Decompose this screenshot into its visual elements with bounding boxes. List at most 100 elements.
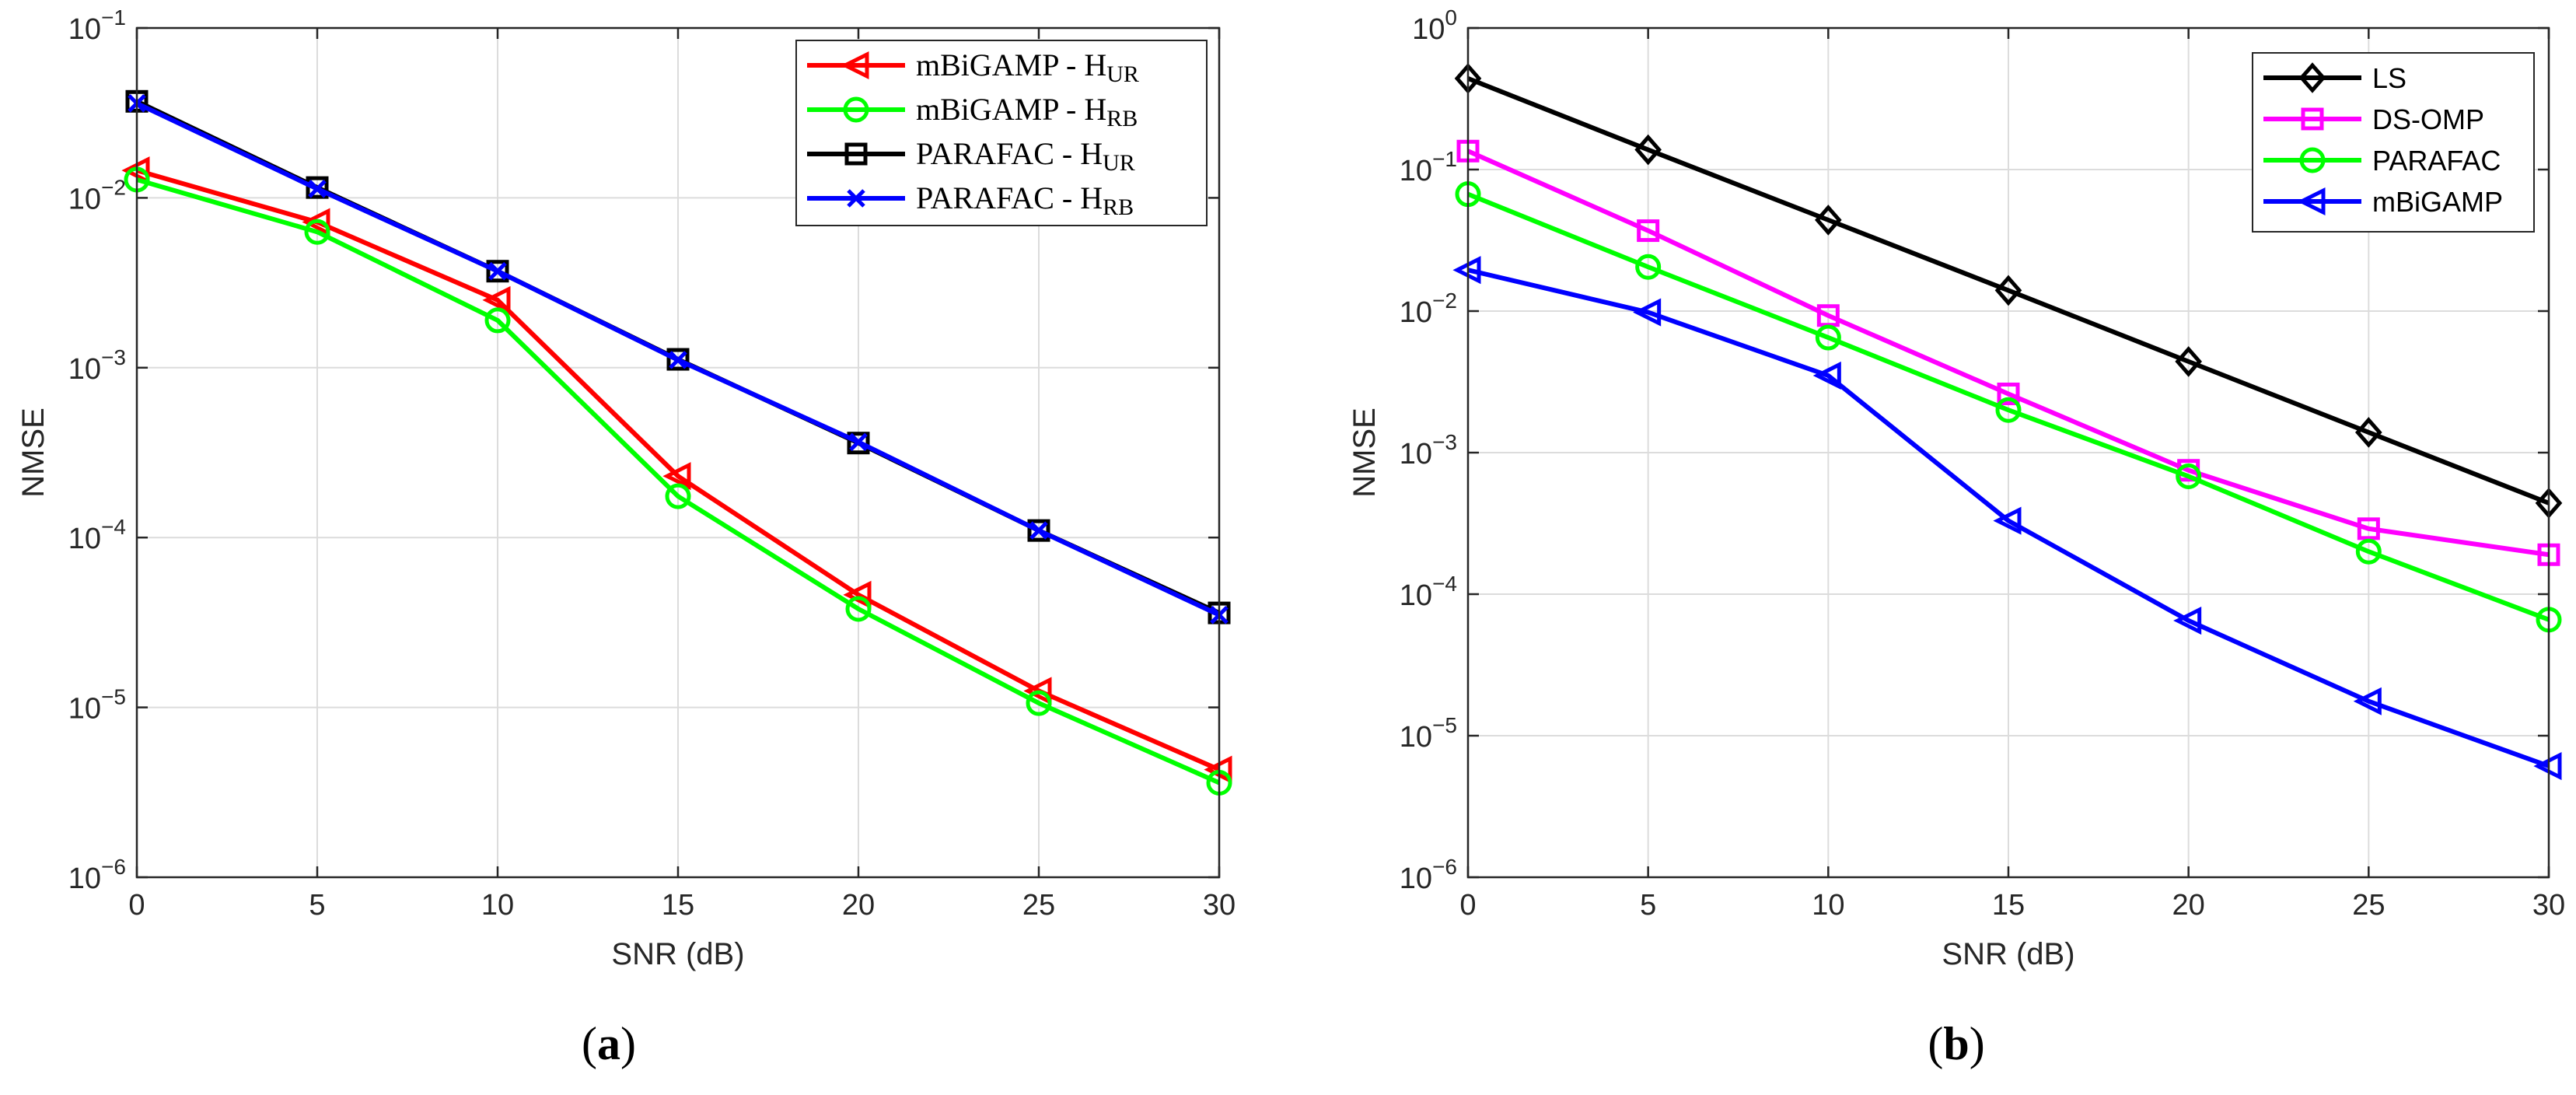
data-point [1993,506,2022,535]
x-tick-label: 15 [662,889,694,922]
data-point [2176,463,2202,489]
legend-entry: PARAFAC - HRB [916,180,1134,220]
legend-entry: PARAFAC [2372,145,2501,177]
legend-entry: mBiGAMP - HUR [916,47,1139,87]
data-point [2355,538,2382,565]
caption-a-open: ( [582,1018,597,1069]
y-tick-label: 10−5 [68,685,126,726]
legend-entry: mBiGAMP - HRB [916,92,1138,131]
caption-b-open: ( [1928,1018,1943,1069]
y-tick-label: 10−1 [1400,147,1457,187]
y-axis-label: NMSE [16,408,51,498]
data-point [2173,607,2202,635]
data-point [302,208,330,236]
y-tick-label: 10−5 [1400,713,1457,754]
legend-marker [847,189,865,208]
data-point [1637,219,1660,243]
legend-marker-b [847,189,865,208]
x-tick-label: 30 [2532,889,2565,922]
legend-box [795,40,1208,226]
legend-marker [2297,187,2326,216]
data-point [306,176,329,199]
x-tick-label: 5 [309,889,325,922]
data-point [308,180,327,198]
legend-marker [2299,147,2326,173]
data-point [665,483,691,509]
data-point [1633,298,1662,327]
data-point [304,219,330,245]
data-point [1023,677,1052,705]
legend: mBiGAMP - HUR mBiGAMP - HRB PARAFAC - HURP… [795,40,1208,226]
x-tick-label: 5 [1640,889,1656,922]
y-tick-label: 10−2 [1400,289,1457,329]
y-tick-label: 10−6 [68,855,126,895]
data-point-b [308,180,327,198]
data-point [1027,519,1050,542]
data-point [1995,397,2022,423]
data-point [1815,324,1841,351]
x-tick-label: 20 [842,889,875,922]
data-point [843,580,872,609]
series-line [1466,76,2550,506]
caption-b-close: ) [1970,1018,1985,1069]
caption-b: (b) [1928,1018,1984,1069]
legend-entry: mBiGAMP [2372,186,2503,218]
data-point [482,285,511,314]
x-tick-label: 10 [1812,889,1844,922]
data-point [845,596,872,622]
y-tick-label: 10−2 [68,175,126,215]
data-point [849,432,868,452]
x-tick-label: 25 [2352,889,2385,922]
x-tick-label: 10 [481,889,514,922]
data-point [2357,517,2380,541]
y-tick-label: 10−3 [1400,430,1457,471]
legend: LS DS-OMP PARAFAC mBiGAMP [2252,52,2535,233]
caption-a-close: ) [620,1018,636,1069]
data-point [847,432,870,455]
x-tick-label: 25 [1022,889,1055,922]
caption-b-letter: b [1943,1018,1969,1069]
legend-marker [2301,107,2324,131]
x-axis-label: SNR (dB) [1942,937,2074,971]
legend-entry: DS-OMP [2372,103,2484,135]
data-point-b [849,432,868,452]
data-point-b [669,351,687,369]
data-point-b [488,261,507,281]
legend-marker [844,142,868,166]
x-axis-label: SNR (dB) [611,937,744,971]
series-line [1466,149,2550,558]
y-tick-label: 10−4 [1400,572,1457,612]
x-tick-label: 0 [1459,889,1476,922]
data-point [2355,417,2382,448]
data-point [1029,521,1048,540]
y-tick-label: 100 [1412,5,1457,46]
legend-entry: PARAFAC - HUR [916,136,1135,176]
data-point [666,348,690,371]
series-line [136,177,1221,785]
y-axis-label: NMSE [1347,408,1382,498]
x-tick-label: 0 [128,889,145,922]
caption-a: (a) [582,1018,636,1069]
data-point [488,261,507,281]
caption-a-letter: a [597,1018,620,1069]
y-tick-label: 10−6 [1400,855,1457,895]
series-3 [128,94,1229,624]
data-point-b [1029,521,1048,540]
legend-marker [2298,62,2326,93]
chart-panel-a: 0 5 10 15 20 25 30 10−6 10−5 10−4 10−3 10−2 10−1 SNR … [16,5,1236,971]
y-tick-label: 10−3 [68,345,126,386]
chart-panel-b: 0 5 10 15 20 25 30 10−6 10−5 10−4 10−3 10−2 10−1 100 S… [1347,5,2565,971]
data-point [1634,134,1662,166]
x-tick-label: 15 [1992,889,2025,922]
data-point [1812,361,1841,390]
series-line [1467,268,2550,768]
data-point [2353,687,2382,715]
data-point [1997,382,2020,405]
data-point [486,260,509,283]
y-tick-label: 10−4 [68,515,126,555]
y-tick-label: 10−1 [68,5,126,46]
legend-marker [841,51,869,80]
data-point [1994,275,2022,306]
data-point [662,462,691,491]
